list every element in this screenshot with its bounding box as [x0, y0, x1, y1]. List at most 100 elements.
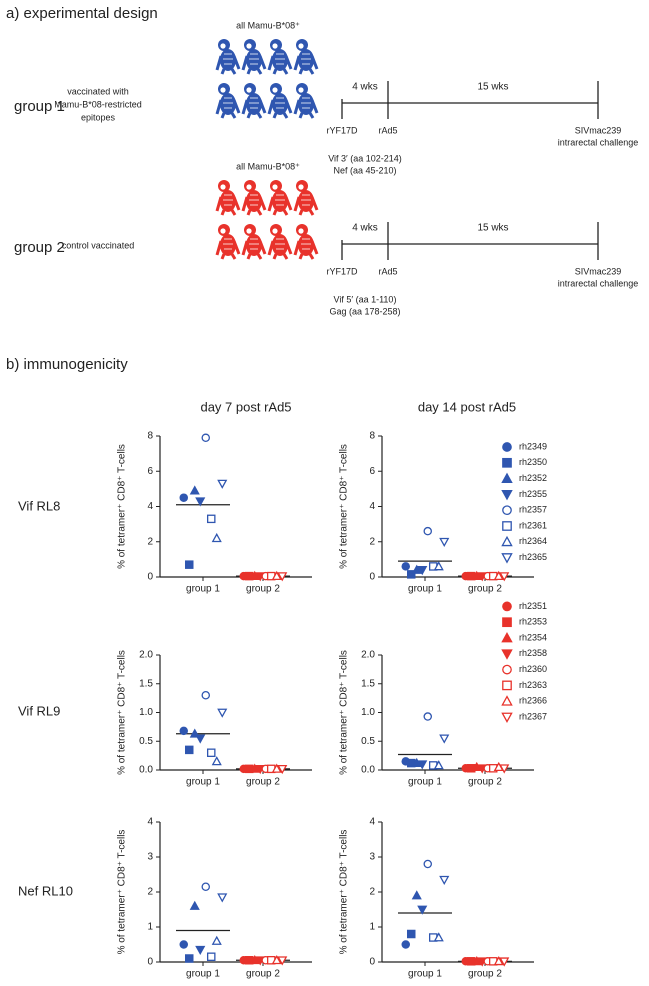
y-tick-label: 0 — [369, 957, 375, 968]
data-point — [211, 532, 222, 543]
data-point — [217, 893, 228, 903]
group-description: Mamu-B*08-restricted — [54, 99, 142, 109]
monkey-hatch — [275, 194, 285, 206]
monkey-limbs — [293, 55, 319, 75]
data-point — [433, 932, 444, 942]
group-label: group 2 — [14, 239, 65, 256]
legend-marker — [502, 521, 512, 531]
data-point — [271, 570, 282, 581]
x-tick-label: group 2 — [246, 584, 280, 595]
monkey-body — [272, 49, 288, 71]
legend-marker — [501, 553, 513, 564]
timepoint-label: intrarectal challenge — [558, 137, 639, 147]
monkey-body — [298, 234, 314, 256]
monkey-face — [220, 43, 226, 49]
monkey-icon — [241, 83, 267, 119]
x-tick-label: group 1 — [186, 584, 220, 595]
legend-marker — [501, 472, 513, 484]
monkey-limbs — [293, 99, 319, 119]
legend-marker — [502, 601, 512, 612]
monkey-limbs — [267, 99, 293, 119]
y-axis-label: % of tetramer⁺ CD8⁺ T-cells — [339, 650, 350, 775]
monkey-icon — [241, 224, 267, 260]
data-point — [406, 570, 416, 579]
monkey-body — [220, 49, 236, 71]
insert-label: Vif 3′ (aa 102-214) — [328, 153, 402, 163]
y-tick-label: 2.0 — [139, 650, 153, 661]
y-axis-label: % of tetramer⁺ CD8⁺ T-cells — [339, 830, 350, 955]
data-point — [433, 760, 444, 770]
x-tick-label: group 2 — [468, 777, 502, 788]
monkey-body — [246, 93, 262, 115]
data-point — [201, 691, 210, 700]
monkey-face — [220, 184, 226, 190]
monkey-body — [298, 93, 314, 115]
y-axis-label: % of tetramer⁺ CD8⁺ T-cells — [339, 444, 350, 569]
monkey-face — [298, 228, 304, 234]
data-point — [189, 485, 200, 495]
timepoint-label: intrarectal challenge — [558, 278, 639, 288]
monkey-icon — [215, 83, 241, 119]
data-point — [189, 900, 200, 910]
data-point — [401, 562, 410, 571]
legend-marker — [501, 649, 513, 660]
legend-marker — [501, 632, 513, 643]
y-tick-label: 3 — [369, 852, 375, 863]
y-tick-label: 0 — [369, 572, 375, 583]
legend-label: rh2351 — [519, 601, 547, 611]
monkey-face — [220, 228, 226, 234]
monkey-limbs — [215, 240, 241, 260]
x-tick-label: group 2 — [468, 969, 502, 980]
data-point — [179, 493, 188, 502]
legend-label: rh2361 — [519, 520, 547, 530]
legend-marker — [502, 664, 512, 675]
x-tick-label: group 1 — [408, 584, 442, 595]
monkey-limbs — [293, 240, 319, 260]
x-tick-label: group 2 — [246, 777, 280, 788]
x-tick-label: group 1 — [186, 777, 220, 788]
timepoint-label: SIVmac239 — [575, 125, 622, 135]
x-tick-label: group 1 — [408, 777, 442, 788]
row-label: Nef RL10 — [18, 883, 73, 898]
y-tick-label: 1.0 — [361, 707, 375, 718]
data-point — [217, 708, 228, 718]
data-point — [206, 748, 216, 758]
legend-label: rh2350 — [519, 457, 547, 467]
legend-marker — [502, 680, 512, 691]
monkey-body — [220, 234, 236, 256]
y-tick-label: 0.5 — [139, 736, 153, 747]
y-tick-label: 0 — [147, 957, 153, 968]
monkey-hatch — [249, 53, 259, 65]
monkey-limbs — [293, 196, 319, 216]
y-tick-label: 4 — [147, 817, 153, 828]
monkey-hatch — [275, 97, 285, 109]
data-point — [411, 890, 422, 900]
group-label: group 1 — [14, 98, 65, 115]
legend-label: rh2349 — [519, 441, 547, 451]
legend-label: rh2353 — [519, 617, 547, 627]
monkey-limbs — [241, 55, 267, 75]
legend-marker — [502, 505, 512, 516]
data-point — [417, 760, 428, 770]
data-point — [184, 560, 194, 569]
monkey-icon — [267, 224, 293, 260]
monkey-icon — [293, 224, 319, 260]
legend-marker — [502, 442, 512, 452]
column-title: day 7 post rAd5 — [200, 399, 291, 414]
y-tick-label: 1.0 — [139, 707, 153, 718]
monkey-body — [298, 190, 314, 212]
data-point — [493, 955, 504, 966]
monkey-face — [246, 228, 252, 234]
y-axis-label: % of tetramer⁺ CD8⁺ T-cells — [117, 444, 128, 569]
y-tick-label: 2 — [147, 887, 153, 898]
x-tick-label: group 1 — [186, 969, 220, 980]
monkey-face — [298, 184, 304, 190]
legend-label: rh2357 — [519, 505, 547, 515]
data-point — [401, 940, 410, 949]
data-point — [249, 954, 260, 965]
monkey-face — [246, 87, 252, 93]
monkey-face — [246, 43, 252, 49]
monkey-limbs — [241, 99, 267, 119]
data-point — [417, 566, 428, 576]
